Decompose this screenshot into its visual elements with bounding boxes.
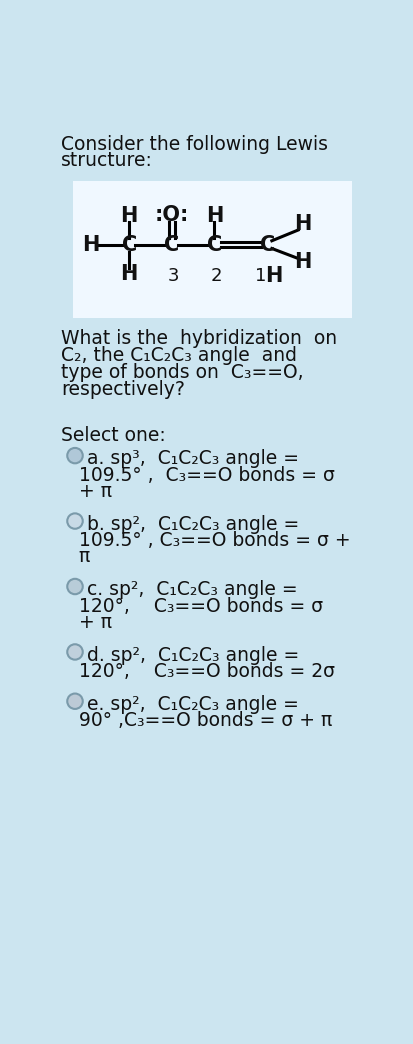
Text: e. sp²,  C₁C₂C₃ angle =: e. sp², C₁C₂C₃ angle = [87,695,299,714]
Circle shape [67,644,83,660]
Bar [73,181,351,317]
Text: What is the  hybridization  on: What is the hybridization on [61,329,336,349]
Text: H: H [120,264,138,284]
Text: π: π [79,547,90,566]
Text: 109.5° ,  C₃==O bonds = σ: 109.5° , C₃==O bonds = σ [79,466,334,484]
Text: 1: 1 [255,267,266,285]
Text: + π: + π [79,481,112,501]
Text: a. sp³,  C₁C₂C₃ angle =: a. sp³, C₁C₂C₃ angle = [87,450,299,469]
Circle shape [67,448,83,464]
Text: 120°,    C₃==O bonds = σ: 120°, C₃==O bonds = σ [79,596,322,616]
Text: b. sp²,  C₁C₂C₃ angle =: b. sp², C₁C₂C₃ angle = [87,515,299,533]
Text: H: H [294,252,311,271]
Text: C: C [206,235,222,255]
Text: 2: 2 [210,267,221,285]
Text: H: H [294,214,311,234]
Text: type of bonds on  C₃==O,: type of bonds on C₃==O, [61,363,303,382]
Text: H: H [82,235,99,255]
Text: Select one:: Select one: [61,426,165,446]
Text: 3: 3 [167,267,179,285]
Text: C: C [259,235,274,255]
Text: :O:: :O: [154,206,189,226]
Text: H: H [120,206,138,227]
Text: C₂, the C₁C₂C₃ angle  and: C₂, the C₁C₂C₃ angle and [61,347,297,365]
Text: d. sp²,  C₁C₂C₃ angle =: d. sp², C₁C₂C₃ angle = [87,646,299,665]
Text: structure:: structure: [61,151,152,170]
Text: C: C [121,235,137,255]
Text: C: C [164,235,179,255]
Text: 109.5° , C₃==O bonds = σ +: 109.5° , C₃==O bonds = σ + [79,531,350,550]
Text: Consider the following Lewis: Consider the following Lewis [61,135,327,153]
Text: H: H [264,266,281,286]
Text: + π: + π [79,613,112,632]
Text: c. sp²,  C₁C₂C₃ angle =: c. sp², C₁C₂C₃ angle = [87,580,297,599]
Circle shape [67,693,83,709]
Text: 120°,    C₃==O bonds = 2σ: 120°, C₃==O bonds = 2σ [79,662,334,681]
Text: H: H [205,206,223,227]
Circle shape [67,578,83,594]
Circle shape [67,514,83,528]
Text: respectively?: respectively? [61,380,185,399]
Text: 90° ,C₃==O bonds = σ + π: 90° ,C₃==O bonds = σ + π [79,711,331,730]
